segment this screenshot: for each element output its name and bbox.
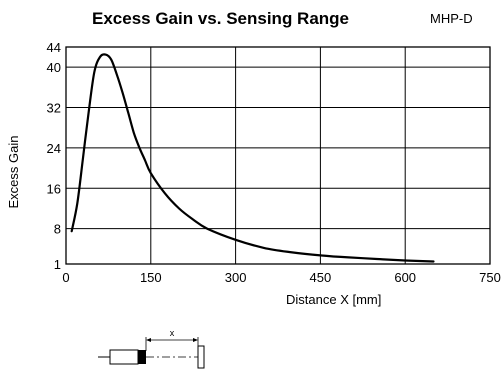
x-axis-label: Distance X [mm] [286, 292, 381, 307]
y-tick-label: 24 [47, 141, 61, 156]
sensor-body [109, 349, 139, 365]
dimension-arrow-right [193, 338, 198, 342]
x-axis-ticks: 0 150 300 450 600 750 [62, 270, 500, 285]
dimension-arrow-left [146, 338, 151, 342]
y-tick-label: 16 [47, 181, 61, 196]
x-tick-label: 150 [140, 270, 162, 285]
series [70, 53, 435, 263]
chart-title: Excess Gain vs. Sensing Range [92, 9, 349, 28]
y-axis-label: Excess Gain [6, 136, 21, 209]
model-label: MHP-D [430, 11, 473, 26]
y-tick-label: 40 [47, 60, 61, 75]
series-line [70, 53, 435, 263]
sensor-setup-diagram: x [98, 328, 205, 369]
x-tick-label: 0 [62, 270, 69, 285]
y-tick-label: 1 [54, 257, 61, 272]
y-axis-ticks: 1 8 16 24 32 40 44 [47, 40, 61, 272]
x-tick-label: 750 [479, 270, 501, 285]
y-tick-label: 8 [54, 222, 61, 237]
x-tick-label: 450 [310, 270, 332, 285]
x-tick-label: 600 [394, 270, 416, 285]
grid [66, 47, 490, 264]
plot-frame [65, 46, 491, 265]
y-tick-label: 44 [47, 40, 61, 55]
sensor-head [138, 350, 146, 364]
dimension-label: x [170, 328, 175, 338]
x-tick-label: 300 [225, 270, 247, 285]
y-tick-label: 32 [47, 101, 61, 116]
reflector [197, 345, 205, 369]
